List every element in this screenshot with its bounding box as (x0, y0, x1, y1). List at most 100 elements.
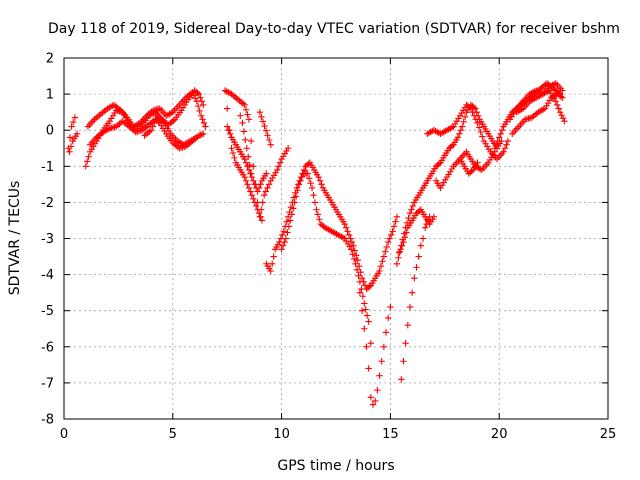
data-point (197, 112, 205, 119)
data-point (500, 148, 507, 156)
data-point (255, 210, 263, 217)
data-point (284, 229, 291, 236)
data-point (151, 119, 158, 127)
data-point (356, 289, 364, 296)
data-point (472, 116, 480, 123)
y-tick-label: -3 (41, 232, 54, 247)
data-point (194, 89, 201, 97)
data-point (559, 114, 567, 122)
data-point (279, 231, 286, 239)
data-point (251, 181, 258, 188)
data-point (258, 217, 266, 224)
data-point (268, 260, 276, 267)
data-point (554, 101, 561, 109)
data-point (250, 177, 257, 184)
data-point (387, 303, 394, 311)
data-point (291, 199, 298, 206)
data-point (73, 130, 81, 138)
data-point (494, 137, 501, 145)
data-point (556, 108, 564, 116)
data-point (367, 394, 375, 401)
data-point (398, 242, 405, 249)
data-point (265, 181, 273, 188)
data-point (241, 155, 248, 163)
data-point (258, 113, 265, 120)
data-point (245, 166, 253, 174)
data-track-5 (86, 116, 207, 152)
data-point (281, 238, 288, 246)
data-point (491, 145, 499, 152)
data-track-12 (263, 159, 401, 293)
data-point (417, 242, 425, 249)
data-point (403, 219, 411, 227)
data-point (467, 105, 475, 112)
data-point (355, 272, 362, 280)
data-point (190, 92, 198, 99)
data-point (237, 112, 244, 119)
data-point (423, 220, 430, 228)
data-point (294, 187, 301, 194)
chart-title: Day 118 of 2019, Sidereal Day-to-day VTE… (48, 21, 620, 37)
data-point (225, 127, 232, 134)
y-tick-label: -8 (41, 413, 54, 428)
data-point (285, 223, 293, 230)
data-point (70, 118, 77, 126)
y-tick-label: -6 (41, 340, 54, 355)
data-point (501, 145, 509, 152)
data-point (341, 220, 348, 228)
data-point (68, 123, 75, 130)
data-point (314, 211, 322, 218)
data-point (496, 134, 503, 141)
data-point (246, 161, 253, 169)
data-point (200, 101, 207, 109)
data-point (318, 181, 325, 188)
data-point (376, 372, 383, 379)
data-point (267, 267, 274, 275)
data-point (422, 224, 429, 231)
data-point (386, 235, 393, 242)
data-point (248, 173, 256, 181)
data-point (259, 118, 267, 125)
data-point (365, 318, 372, 325)
data-point (352, 260, 359, 267)
y-tick-label: 0 (46, 124, 54, 139)
data-track-16 (393, 101, 505, 267)
data-point (400, 230, 408, 237)
data-point (460, 118, 467, 125)
data-point (357, 268, 364, 276)
data-point (276, 159, 284, 166)
data-point (395, 249, 403, 257)
data-point (382, 329, 390, 336)
data-point (475, 124, 483, 131)
data-point (555, 105, 562, 112)
data-point (85, 153, 92, 160)
data-point (361, 325, 368, 332)
data-point (411, 275, 418, 282)
data-point (199, 116, 206, 123)
data-point (347, 235, 354, 242)
data-point (256, 108, 264, 116)
data-track-23 (509, 90, 566, 138)
data-point (189, 89, 196, 96)
data-point (292, 193, 300, 200)
data-point (413, 264, 420, 271)
data-point (396, 248, 404, 255)
data-point (244, 181, 251, 188)
data-point (197, 131, 204, 139)
data-track-18 (424, 101, 512, 163)
data-point (385, 314, 392, 322)
data-point (311, 199, 319, 206)
data-point (366, 283, 373, 290)
data-point (350, 255, 358, 263)
data-point (379, 258, 386, 265)
data-point (242, 159, 250, 166)
data-point (461, 113, 469, 121)
data-point (313, 206, 320, 213)
data-point (195, 90, 203, 98)
data-point (395, 254, 402, 261)
data-track-4 (84, 89, 209, 130)
data-point (242, 106, 250, 113)
data-point (275, 163, 282, 170)
data-point (231, 154, 238, 162)
data-point (376, 267, 383, 275)
